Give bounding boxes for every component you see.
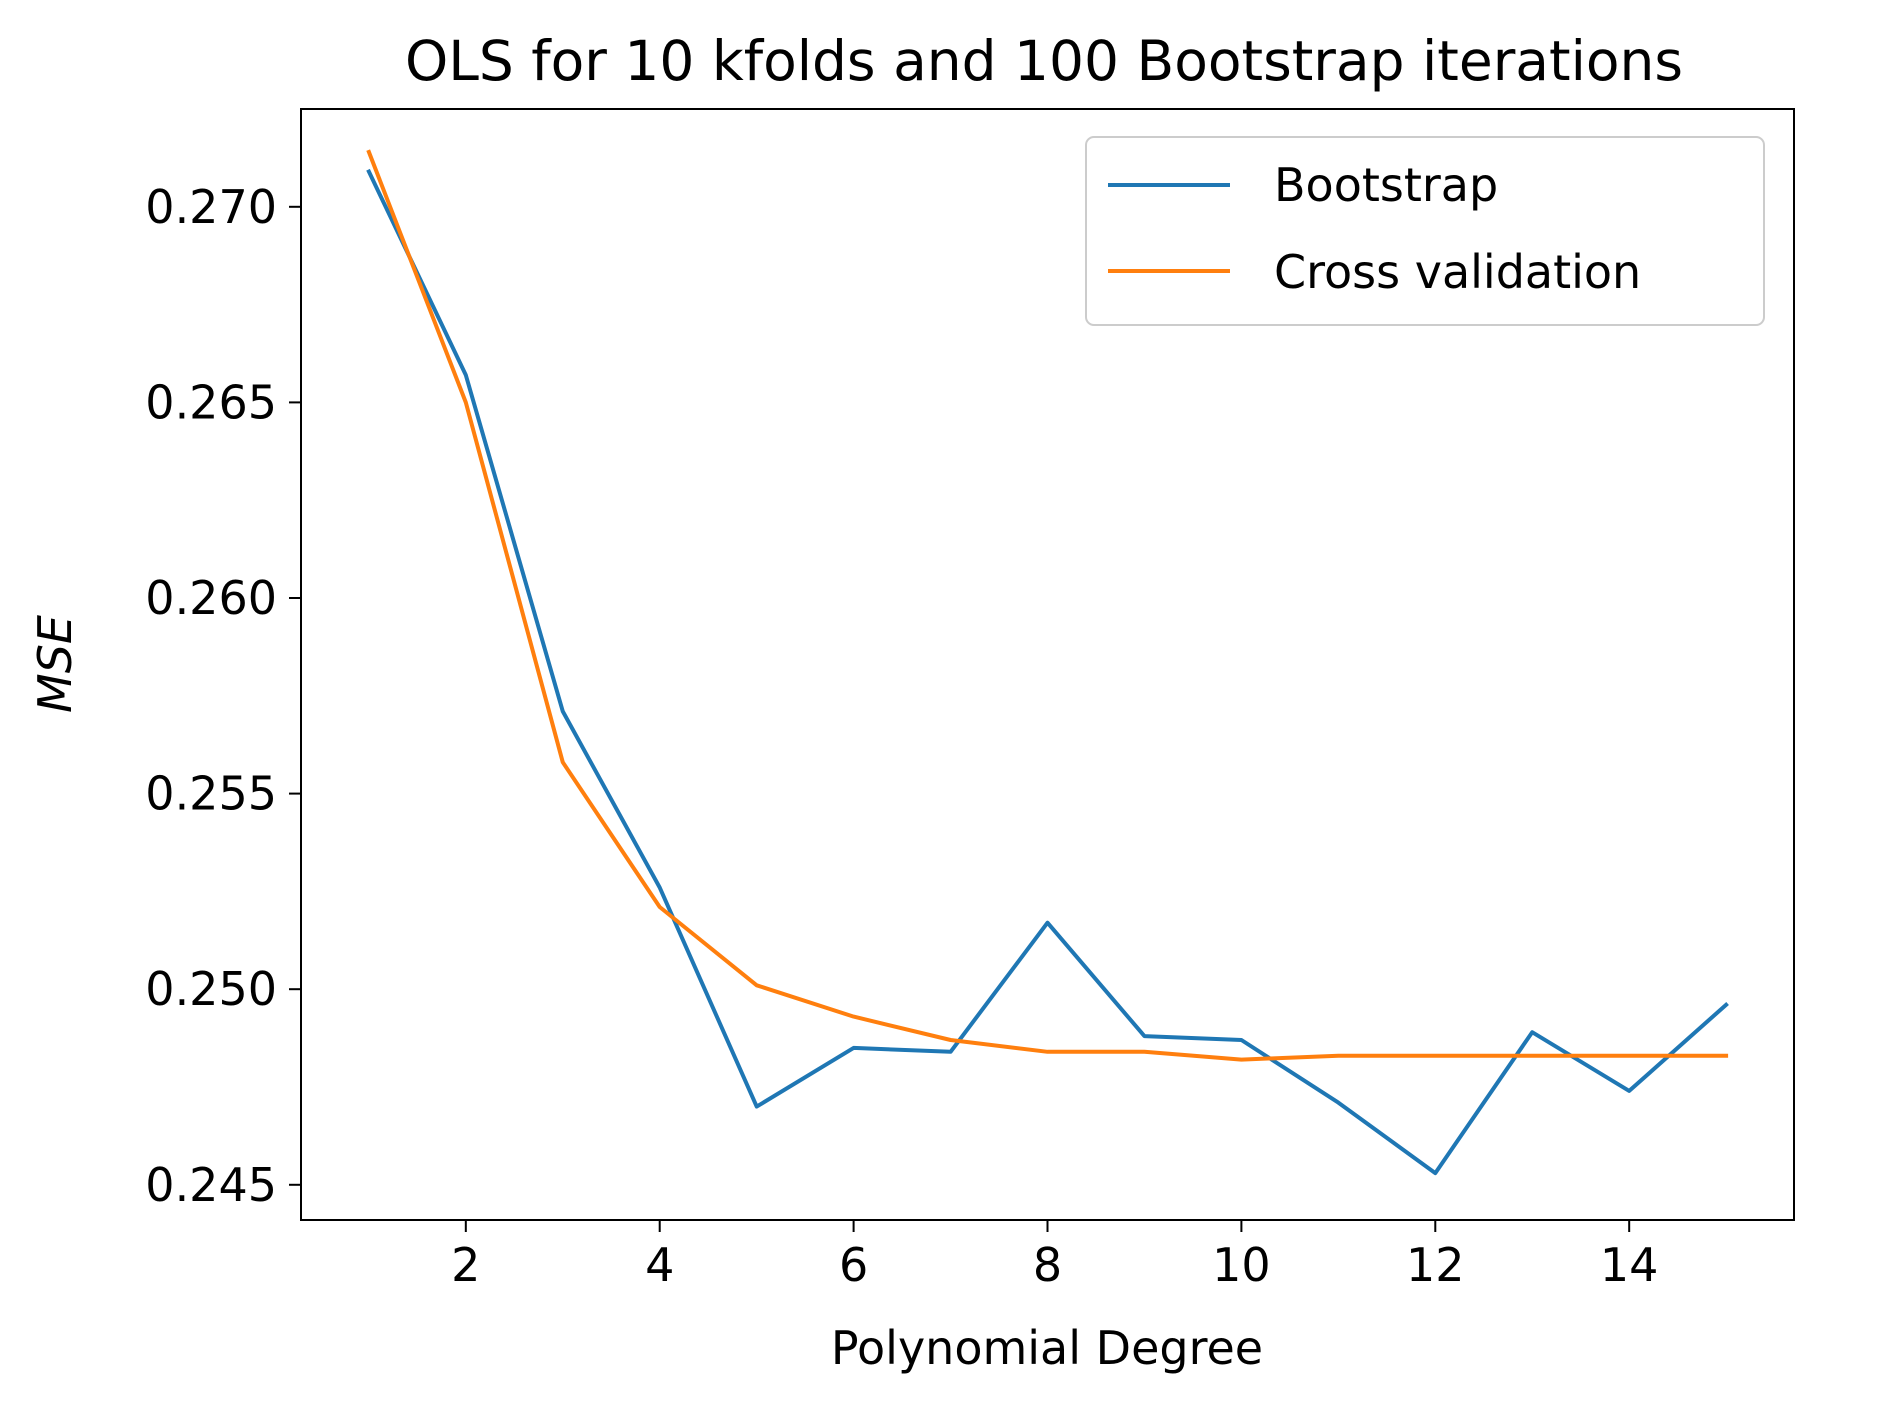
plot-area-frame [300,108,1795,1221]
legend-label-cross-validation: Cross validation [1274,245,1641,299]
x-tick-label: 12 [1406,1238,1465,1292]
x-tick-label: 10 [1212,1238,1271,1292]
series-line-cross-validation [366,149,1729,1062]
y-axis-label: MSE [28,615,82,713]
y-tick-label: 0.270 [145,180,277,234]
y-tick-label: 0.250 [145,962,277,1016]
y-tick-label: 0.265 [145,375,277,429]
x-tick-label: 8 [1033,1238,1062,1292]
legend: Bootstrap Cross validation [1085,136,1765,326]
x-axis-ticks: 2 4 6 8 10 12 14 [451,1220,1658,1292]
x-tick-label: 6 [839,1238,868,1292]
series-line-bootstrap [366,168,1729,1176]
chart-title: OLS for 10 kfolds and 100 Bootstrap iter… [405,29,1683,93]
y-tick-label: 0.260 [145,571,277,625]
x-tick-label: 2 [451,1238,480,1292]
series-layer [366,149,1729,1176]
y-tick-label: 0.255 [145,767,277,821]
legend-label-bootstrap: Bootstrap [1274,158,1498,212]
y-tick-label: 0.245 [145,1158,277,1212]
x-axis-label: Polynomial Degree [831,1321,1263,1375]
x-tick-label: 14 [1600,1238,1659,1292]
legend-box [1085,136,1765,326]
x-tick-label: 4 [645,1238,674,1292]
y-axis-ticks: 0.245 0.250 0.255 0.260 0.265 0.270 [145,180,301,1212]
